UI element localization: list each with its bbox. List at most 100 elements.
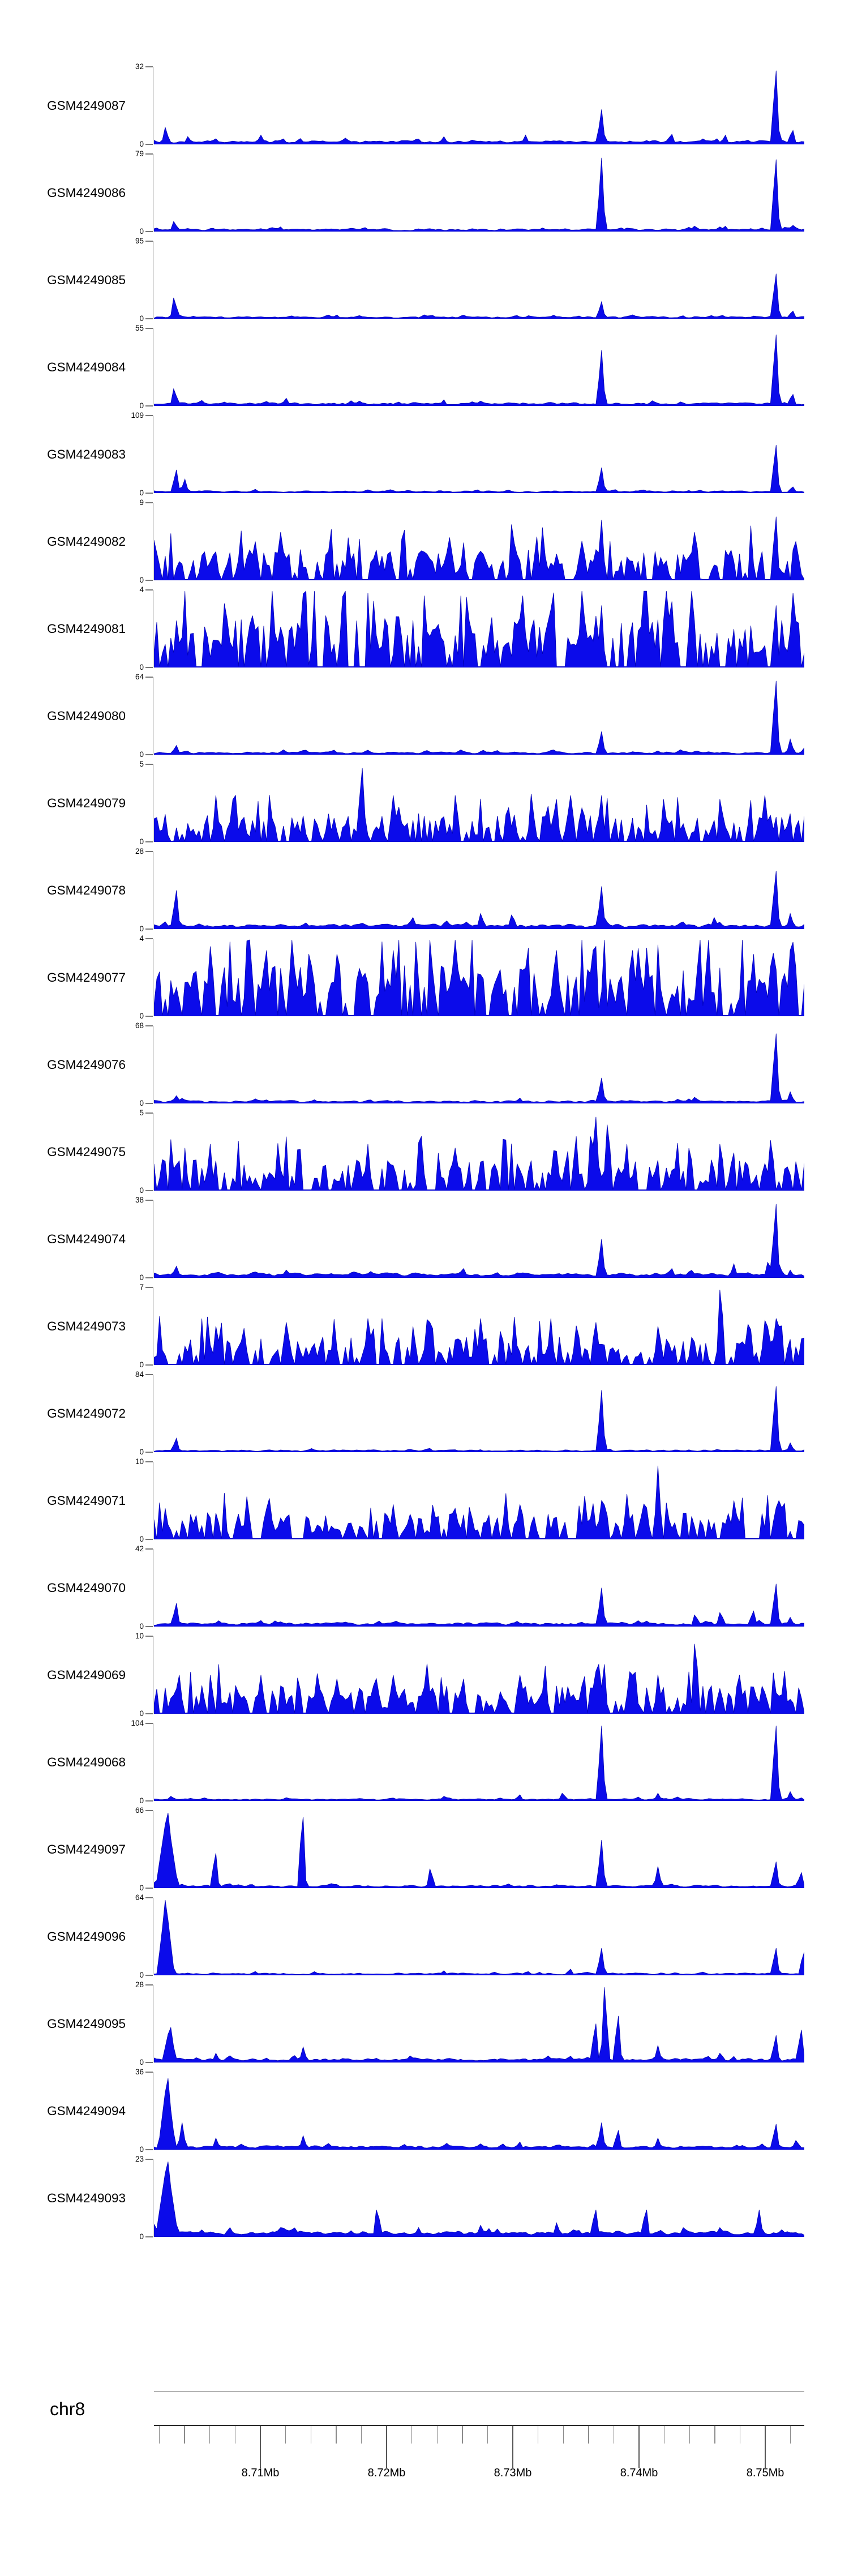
track-sample-label: GSM4249070: [47, 1581, 126, 1595]
track-yzero-tick: [145, 1277, 153, 1278]
track-signal-area: [154, 590, 804, 667]
track-ymax-tick: [145, 1112, 153, 1114]
track-ymax-tick: [145, 415, 153, 416]
track-ymax-label: 64: [135, 673, 144, 681]
track-yzero-tick: [145, 841, 153, 842]
track-sample-label: GSM4249075: [47, 1145, 126, 1159]
axis-mb-label: 8.71Mb: [241, 2467, 280, 2479]
track-ymax-tick: [145, 1984, 153, 1986]
track-signal-area: [154, 1116, 804, 1191]
track-sample-label: GSM4249074: [47, 1232, 126, 1246]
axis-minor-tick: [689, 2425, 690, 2444]
track-sample-label: GSM4249073: [47, 1319, 126, 1333]
track-signal-area: [154, 939, 804, 1016]
track-ymax-label: 9: [139, 498, 144, 507]
track-signal-area: [154, 516, 804, 580]
axis-mb-label: 8.74Mb: [620, 2467, 658, 2479]
track-signal-area: [154, 1987, 804, 2062]
track-yzero-label: 0: [139, 1012, 144, 1020]
track-signal-area: [154, 1465, 804, 1539]
track-sample-label: GSM4249080: [47, 709, 126, 723]
track-yzero-tick: [145, 1190, 153, 1191]
track-signal-area: [154, 1290, 804, 1365]
track-ymax-label: 4: [139, 585, 144, 594]
track-signal-area: [154, 871, 804, 929]
track-ymax-label: 42: [135, 1544, 144, 1553]
track-ymax-tick: [145, 1897, 153, 1898]
axis-major-tick: [512, 2425, 513, 2468]
track-sample-label: GSM4249084: [47, 360, 126, 374]
track-ymax-tick: [145, 502, 153, 503]
track-sample-label: GSM4249079: [47, 796, 126, 810]
track-signal-area: [154, 768, 804, 842]
track-yzero-label: 0: [139, 140, 144, 148]
track-ymax-tick: [145, 1374, 153, 1375]
track-yzero-label: 0: [139, 1273, 144, 1282]
track-yzero-label: 0: [139, 2145, 144, 2154]
track-ymax-label: 68: [135, 1021, 144, 1030]
signal-path: [154, 1987, 804, 2062]
signal-path: [154, 681, 804, 755]
track-ymax-label: 84: [135, 1370, 144, 1379]
axis-minor-tick: [436, 2425, 438, 2444]
signal-path: [154, 1204, 804, 1278]
signal-path: [154, 157, 804, 232]
track-yzero-tick: [145, 928, 153, 930]
signal-path: [154, 1726, 804, 1801]
chromosome-label: chr8: [50, 2399, 85, 2419]
track-yzero-label: 0: [139, 1622, 144, 1631]
signal-path: [154, 70, 804, 144]
axis-minor-tick: [209, 2425, 211, 2444]
track-yzero-tick: [145, 1626, 153, 1627]
track-signal-area: [154, 70, 804, 144]
track-sample-label: GSM4249095: [47, 2017, 126, 2031]
track-ymax-label: 7: [139, 1283, 144, 1291]
track-yzero-tick: [145, 231, 153, 232]
axis-upper-line: [154, 2391, 804, 2393]
signal-path: [154, 768, 804, 842]
track-ymax-tick: [145, 589, 153, 590]
track-yzero-label: 0: [139, 1971, 144, 1979]
track-yzero-label: 0: [139, 1099, 144, 1107]
track-ymax-label: 36: [135, 2068, 144, 2076]
track-sample-label: GSM4249071: [47, 1494, 126, 1508]
track-yzero-label: 0: [139, 2058, 144, 2066]
axis-ruler-line: [154, 2425, 804, 2426]
track-ymax-label: 64: [135, 1893, 144, 1902]
track-ymax-label: 38: [135, 1196, 144, 1204]
track-sample-label: GSM4249072: [47, 1406, 126, 1420]
track-sample-label: GSM4249097: [47, 1842, 126, 1856]
axis-minor-tick: [411, 2425, 413, 2444]
axis-minor-tick: [158, 2425, 160, 2444]
track-yzero-label: 0: [139, 925, 144, 933]
track-signal-area: [154, 1584, 804, 1627]
track-signal-area: [154, 1204, 804, 1278]
track-sample-label: GSM4249094: [47, 2104, 126, 2118]
signal-path: [154, 273, 804, 319]
track-ymax-label: 28: [135, 1980, 144, 1989]
track-sample-label: GSM4249085: [47, 273, 126, 287]
signal-path: [154, 1900, 804, 1975]
track-signal-area: [154, 681, 804, 755]
axis-minor-tick: [184, 2425, 185, 2444]
track-yzero-label: 0: [139, 314, 144, 323]
track-ymax-label: 104: [131, 1719, 144, 1727]
track-yzero-tick: [145, 405, 153, 406]
axis-mb-label: 8.72Mb: [367, 2467, 406, 2479]
track-sample-label: GSM4249096: [47, 1929, 126, 1944]
track-yzero-tick: [145, 1800, 153, 1802]
track-sample-label: GSM4249068: [47, 1755, 126, 1769]
track-ymax-label: 55: [135, 324, 144, 332]
axis-minor-tick: [285, 2425, 286, 2444]
track-yzero-label: 0: [139, 837, 144, 846]
axis-mb-label: 8.73Mb: [494, 2467, 532, 2479]
track-signal-area: [154, 1813, 804, 1888]
track-ymax-label: 32: [135, 62, 144, 71]
track-yzero-tick: [145, 2149, 153, 2150]
track-signal-area: [154, 1900, 804, 1975]
track-sample-label: GSM4249077: [47, 970, 126, 985]
track-sample-label: GSM4249076: [47, 1058, 126, 1072]
axis-minor-tick: [487, 2425, 488, 2444]
axis-minor-tick: [361, 2425, 362, 2444]
